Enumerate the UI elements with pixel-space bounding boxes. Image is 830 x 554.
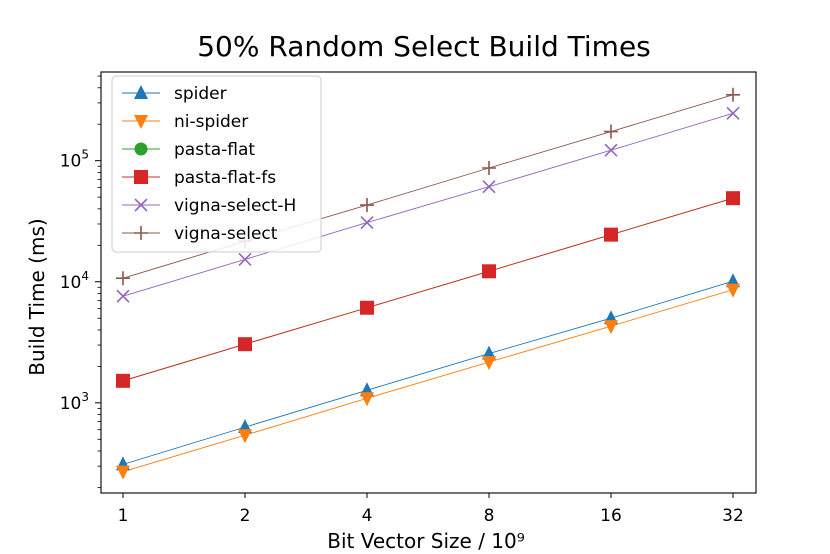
x-tick-label: 8 [484,506,495,526]
data-point-pasta-flat-fs [726,191,740,206]
legend-label: spider [174,84,227,104]
data-point-pasta-flat-fs [360,300,374,315]
legend-marker [134,226,148,240]
data-point-ni-spider [482,356,496,371]
legend-box [111,75,322,253]
data-point-pasta-flat-fs [604,227,618,242]
x-tick-label: 4 [362,506,373,526]
legend: spider ni-spider pasta-flat pasta-flat-fs vi… [111,75,322,253]
legend-label: vigna-select [174,224,278,244]
data-point-vigna-select-H [116,289,130,303]
legend-marker [134,142,148,156]
data-point-pasta-flat-fs [238,337,252,352]
y-tick-label: 105 [60,148,89,172]
data-point-ni-spider [604,320,618,335]
data-point-ni-spider [116,465,130,480]
data-point-vigna-select-H [482,180,496,194]
y-axis-label: Build Time (ms) [25,218,49,375]
x-tick-label: 2 [240,506,251,526]
series-line-pasta-flat-fs [122,197,734,382]
x-tick-label: 16 [600,506,622,526]
data-point-pasta-flat-fs [116,373,130,388]
axes-frame [100,71,757,494]
legend-marker [134,115,148,129]
data-point-vigna-select [726,87,740,102]
legend-marker [134,85,148,99]
plot-area: 1 2 4 8 16 32 103 104 105 [60,71,757,526]
data-point-vigna-select-H [604,143,618,157]
series-line-ni-spider [122,289,734,473]
data-point-ni-spider [238,429,252,444]
x-axis-label: Bit Vector Size / 10⁹ [327,529,525,553]
data-point-vigna-select-H [726,106,740,120]
data-point-vigna-select [604,124,618,139]
data-point-vigna-select-H [238,252,252,266]
legend-label: pasta-flat-fs [174,168,276,188]
data-point-pasta-flat-fs [482,264,496,279]
series-line-vigna-select-H [122,112,734,297]
legend-marker [134,198,148,212]
chart-title: 50% Random Select Build Times [197,30,651,63]
x-tick-label: 1 [118,506,129,526]
legend-label: ni-spider [174,112,248,132]
series-line-spider [122,280,734,465]
legend-label: pasta-flat [174,140,255,160]
y-tick-label: 103 [60,390,89,414]
x-tick-label: 32 [722,506,744,526]
data-point-ni-spider [360,392,374,407]
legend-label: vigna-select-H [174,196,296,216]
data-point-ni-spider [726,283,740,298]
data-point-vigna-select [482,160,496,175]
data-point-vigna-select [116,271,130,286]
data-point-vigna-select-H [360,216,374,230]
y-tick-label: 104 [60,269,89,293]
legend-marker [134,170,148,184]
data-point-vigna-select [360,198,374,213]
